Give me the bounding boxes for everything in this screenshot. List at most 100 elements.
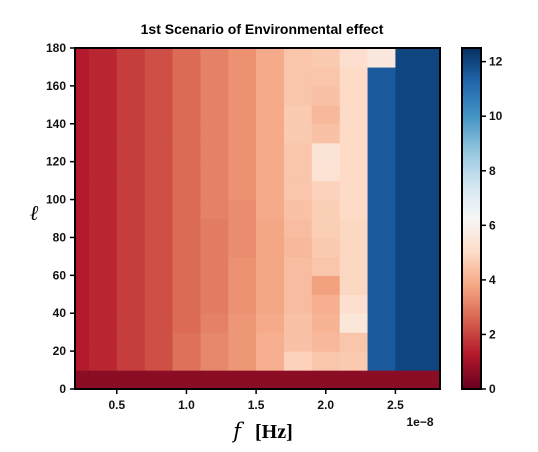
heatmap-cell	[256, 294, 285, 314]
heatmap-cell	[172, 256, 201, 276]
colorbar	[461, 47, 482, 390]
y-tick-label: 80	[53, 230, 67, 244]
heatmap-cell	[116, 180, 146, 201]
x-scale-offset-label: 1e−8	[406, 415, 433, 429]
heatmap-cell	[311, 142, 341, 163]
heatmap-cell	[172, 142, 201, 163]
heatmap-cell	[311, 256, 341, 276]
heatmap-cell	[144, 104, 174, 125]
heatmap-cell	[75, 48, 90, 68]
heatmap-cell	[311, 351, 341, 371]
heatmap-cell	[75, 237, 90, 257]
heatmap-cell	[395, 351, 441, 371]
heatmap-cell	[256, 85, 285, 106]
heatmap-cell	[75, 370, 90, 390]
heatmap-cell	[200, 85, 229, 106]
heatmap-cell	[88, 104, 118, 125]
heatmap-cell	[172, 85, 201, 106]
heatmap-cell	[311, 123, 341, 144]
heatmap-cell	[367, 123, 397, 144]
heatmap-cell	[228, 104, 257, 125]
heatmap-cell	[144, 313, 174, 333]
heatmap-cell	[144, 161, 174, 182]
heatmap-cell	[339, 313, 369, 333]
heatmap-cell	[367, 370, 397, 390]
heatmap-cell	[172, 161, 201, 182]
heatmap-cell	[116, 66, 146, 87]
heatmap-cell	[75, 332, 90, 352]
x-axis-symbol: f	[231, 419, 244, 443]
heatmap-cell	[116, 48, 146, 68]
heatmap-cell	[395, 104, 441, 125]
heatmap-cell	[144, 332, 174, 352]
heatmap-cell	[228, 351, 257, 371]
heatmap-cell	[144, 351, 174, 371]
heatmap-cell	[256, 161, 285, 182]
heatmap-cell	[395, 142, 441, 163]
heatmap-cell	[339, 180, 369, 201]
heatmap-cell	[311, 104, 341, 125]
heatmap-cell	[256, 275, 285, 295]
heatmap-cell	[88, 351, 118, 371]
x-tick-label: 2.5	[387, 398, 404, 412]
heatmap-cell	[339, 351, 369, 371]
heatmap-cell	[256, 66, 285, 87]
heatmap-cell	[311, 66, 341, 87]
colorbar-tick-label: 10	[489, 109, 503, 123]
heatmap-cell	[88, 256, 118, 276]
heatmap-cell	[283, 180, 313, 201]
heatmap-cell	[367, 180, 397, 201]
heatmap-cell	[144, 48, 174, 68]
heatmap-cell	[88, 218, 118, 239]
heatmap-cell	[200, 351, 229, 371]
heatmap-cell	[367, 66, 397, 87]
heatmap-cell	[75, 351, 90, 371]
heatmap-cell	[311, 294, 341, 314]
heatmap-cell	[228, 161, 257, 182]
x-tick-label: 2.0	[317, 398, 334, 412]
heatmap-cell	[75, 142, 90, 163]
heatmap-cell	[116, 313, 146, 333]
heatmap-cell	[311, 370, 341, 390]
heatmap-cell	[339, 237, 369, 257]
heatmap-cell	[88, 180, 118, 201]
y-tick-label: 120	[46, 155, 66, 169]
heatmap-cell	[256, 104, 285, 125]
heatmap-cell	[367, 218, 397, 239]
heatmap-cell	[367, 48, 397, 68]
heatmap-cell	[116, 199, 146, 220]
heatmap-cell	[256, 48, 285, 68]
heatmap-cell	[200, 161, 229, 182]
heatmap-cell	[283, 332, 313, 352]
heatmap-cell	[116, 275, 146, 295]
heatmap-cell	[172, 313, 201, 333]
colorbar-tick-label: 0	[489, 382, 496, 396]
x-axis-unit: [Hz]	[255, 421, 293, 443]
heatmap-cell	[395, 332, 441, 352]
colorbar-tick-label: 2	[489, 327, 496, 341]
heatmap-cell	[367, 85, 397, 106]
heatmap-cell	[200, 313, 229, 333]
y-tick-label: 180	[46, 41, 66, 55]
heatmap-cell	[311, 237, 341, 257]
heatmap-cell	[283, 161, 313, 182]
heatmap-cell	[395, 161, 441, 182]
heatmap-cell	[228, 123, 257, 144]
heatmap-cell	[283, 104, 313, 125]
heatmap-cell	[395, 275, 441, 295]
heatmap-cell	[172, 123, 201, 144]
heatmap-cell	[200, 294, 229, 314]
heatmap-cell	[339, 85, 369, 106]
colorbar-axis: 0 2 4 6 8 10 12	[481, 55, 503, 396]
heatmap-cell	[395, 218, 441, 239]
heatmap-cell	[339, 66, 369, 87]
heatmap-cell	[228, 199, 257, 220]
heatmap-cell	[88, 313, 118, 333]
heatmap-cell	[88, 294, 118, 314]
heatmap-cell	[256, 199, 285, 220]
heatmap-cell	[395, 85, 441, 106]
x-axis-label: f [Hz]	[231, 419, 293, 443]
heatmap-cell	[395, 370, 441, 390]
heatmap-cell	[172, 48, 201, 68]
heatmap-cell	[256, 180, 285, 201]
